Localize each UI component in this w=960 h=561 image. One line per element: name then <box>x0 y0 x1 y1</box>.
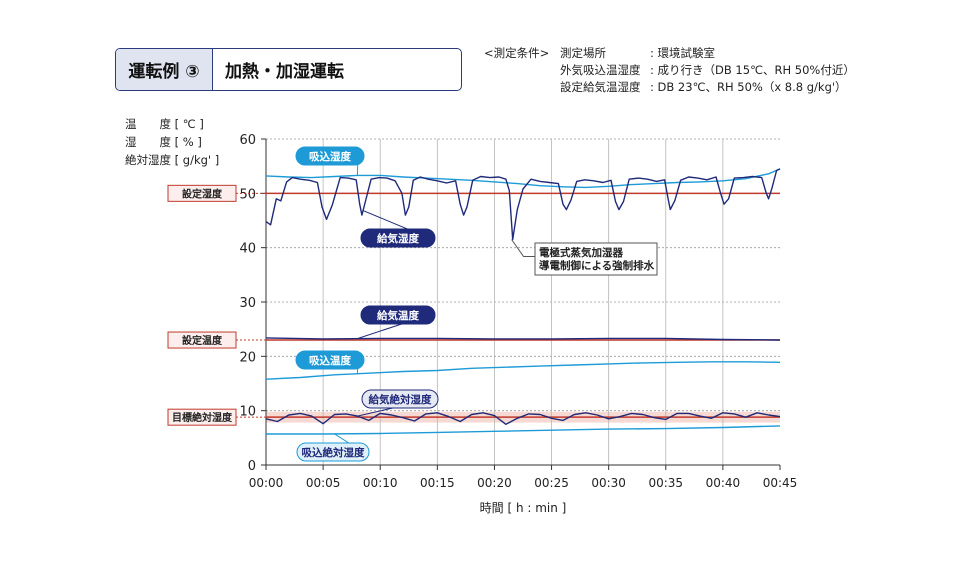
y-tick-label: 30 <box>239 296 256 311</box>
condition-value: : DB 23℃、RH 50%（x 8.8 g/kg'） <box>650 80 847 94</box>
x-axis-title: 時間 [ h : min ] <box>480 501 567 515</box>
callout-label: 吸込湿度 <box>309 150 351 163</box>
setpoint-label-box <box>167 408 237 426</box>
y-tick-label: 20 <box>239 350 256 365</box>
condition-key: 設定給気温湿度 <box>560 80 641 94</box>
x-tick-label: 00:05 <box>306 476 341 490</box>
y-axis-label-temperature: 温 度 [ ℃ ] <box>125 117 204 131</box>
condition-row: 設定給気温湿度 : DB 23℃、RH 50%（x 8.8 g/kg'） <box>484 79 855 96</box>
x-tick-label: 00:15 <box>420 476 455 490</box>
conditions-label: <測定条件> <box>484 46 550 60</box>
callout-badge <box>295 350 365 370</box>
condition-value: : 環境試験室 <box>650 46 716 60</box>
series-line-supply_rh <box>265 168 781 241</box>
condition-value: : 成り行き（DB 15℃、RH 50%付近） <box>650 63 855 77</box>
x-tick-label: 00:35 <box>648 476 683 490</box>
callout-badge <box>360 305 436 325</box>
setpoint-label: 目標絶対湿度 <box>172 411 233 424</box>
y-tick-label: 10 <box>239 405 256 420</box>
callout-label: 給気温度 <box>377 309 419 322</box>
callout-label: 吸込温度 <box>309 354 351 367</box>
annotation-text: 導電制御による強制排水 <box>539 259 655 272</box>
x-tick-label: 00:45 <box>763 476 798 490</box>
callout-label: 吸込絶対湿度 <box>302 446 365 459</box>
x-tick-label: 00:25 <box>534 476 569 490</box>
annotation-text: 電極式蒸気加湿器 <box>539 246 623 259</box>
series-line-supply_temp <box>265 337 781 341</box>
setpoint-label-box <box>167 184 237 202</box>
callout-badge <box>296 442 370 462</box>
series-line-supply_ah <box>265 412 781 425</box>
x-tick-label: 00:00 <box>249 476 284 490</box>
setpoint-label: 設定温度 <box>182 334 223 347</box>
callout-badge <box>360 228 436 248</box>
callout-badge <box>361 389 439 409</box>
callout-label: 給気絶対湿度 <box>369 393 432 406</box>
x-tick-label: 00:40 <box>706 476 741 490</box>
y-tick-label: 60 <box>239 133 256 148</box>
series-line-intake_ah <box>266 425 781 435</box>
chart-title-box: 運転例 ③ 加熱・加湿運転 <box>115 48 462 91</box>
example-label: 運転例 ③ <box>116 49 213 90</box>
series-line-intake_rh <box>265 168 781 189</box>
callout-label: 給気湿度 <box>377 232 419 245</box>
series-line-intake_temp <box>265 361 781 380</box>
x-tick-label: 00:10 <box>363 476 398 490</box>
annotation-leader <box>511 239 535 258</box>
condition-key: 測定場所 <box>560 46 606 60</box>
y-tick-label: 0 <box>248 459 256 474</box>
y-axis-label-absolute-humidity: 絶対湿度 [ g/kg' ] <box>125 153 220 167</box>
condition-key: 外気吸込温湿度 <box>560 63 641 77</box>
setpoint-label: 設定湿度 <box>182 187 223 200</box>
operation-mode-title: 加熱・加湿運転 <box>225 62 344 82</box>
x-tick-label: 00:20 <box>477 476 512 490</box>
condition-row: 外気吸込温湿度 : 成り行き（DB 15℃、RH 50%付近） <box>484 62 855 79</box>
y-axis-label-humidity: 湿 度 [ % ] <box>125 135 202 149</box>
condition-row: <測定条件> 測定場所 : 環境試験室 <box>484 45 855 62</box>
x-tick-label: 00:30 <box>591 476 626 490</box>
setpoint-label-box <box>167 331 237 349</box>
annotation-box <box>534 242 658 276</box>
y-tick-label: 40 <box>239 242 256 257</box>
callout-badge <box>295 146 365 166</box>
y-tick-label: 50 <box>239 187 256 202</box>
measurement-conditions: <測定条件> 測定場所 : 環境試験室 外気吸込温湿度 : 成り行き（DB 15… <box>484 45 855 96</box>
